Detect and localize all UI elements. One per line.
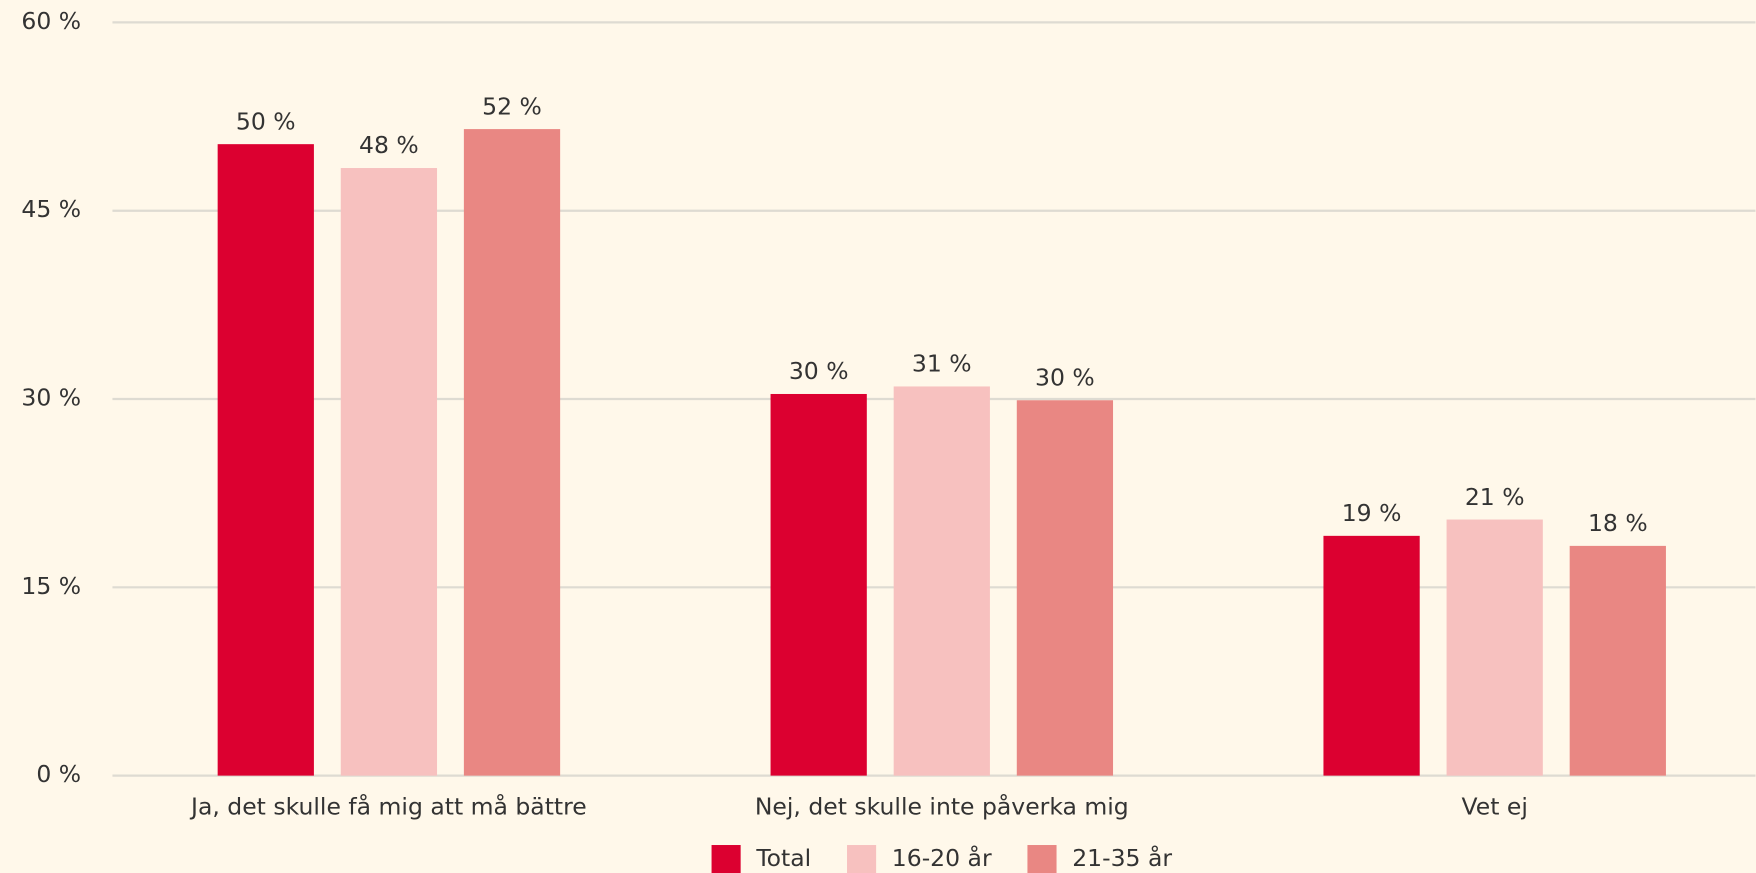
value-label: 21 % bbox=[1465, 483, 1525, 511]
x-tick-label: Vet ej bbox=[1462, 793, 1528, 821]
legend-label: Total bbox=[755, 844, 811, 872]
bar bbox=[217, 144, 314, 776]
value-label: 30 % bbox=[789, 357, 849, 385]
value-label: 19 % bbox=[1342, 499, 1402, 527]
value-label: 48 % bbox=[359, 131, 419, 159]
bar bbox=[770, 393, 867, 776]
legend-swatch bbox=[1027, 845, 1057, 873]
legend-swatch bbox=[847, 845, 877, 873]
y-tick-label: 60 % bbox=[21, 7, 81, 35]
legend-label: 16-20 år bbox=[892, 844, 992, 872]
bar bbox=[1016, 400, 1114, 776]
value-label: 31 % bbox=[912, 350, 972, 378]
bar bbox=[1569, 545, 1666, 776]
value-label: 50 % bbox=[236, 107, 296, 135]
bar bbox=[463, 129, 561, 776]
y-tick-label: 0 % bbox=[36, 760, 81, 788]
legend-label: 21-35 år bbox=[1072, 844, 1172, 872]
y-tick-label: 30 % bbox=[21, 384, 81, 412]
bar bbox=[893, 386, 990, 776]
y-tick-label: 45 % bbox=[21, 195, 81, 223]
x-tick-label: Nej, det skulle inte påverka mig bbox=[755, 793, 1129, 821]
bar bbox=[340, 168, 438, 776]
value-label: 18 % bbox=[1588, 509, 1648, 537]
x-tick-label: Ja, det skulle få mig att må bättre bbox=[189, 793, 587, 821]
y-tick-label: 15 % bbox=[21, 572, 81, 600]
value-label: 30 % bbox=[1035, 363, 1095, 391]
legend-swatch bbox=[711, 845, 741, 873]
bar bbox=[1446, 519, 1543, 776]
bar bbox=[1323, 535, 1420, 776]
value-label: 52 % bbox=[482, 92, 542, 120]
